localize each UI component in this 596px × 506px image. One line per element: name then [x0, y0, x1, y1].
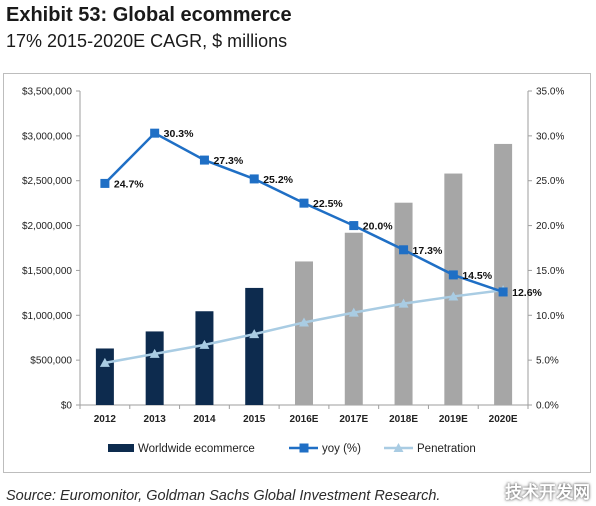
right-tick-label: 25.0% [536, 176, 564, 187]
penetration-point [249, 329, 260, 339]
legend-swatch-worldwide-ecommerce [108, 444, 134, 452]
penetration-point [398, 298, 409, 308]
penetration-point [199, 339, 210, 349]
x-tick-label: 2019E [439, 414, 468, 425]
x-tick-label: 2014 [193, 414, 216, 425]
bar-worldwide-ecommerce [195, 311, 214, 405]
x-tick-label: 2015 [243, 414, 266, 425]
left-tick-label: $2,500,000 [22, 176, 72, 187]
yoy-point [448, 270, 458, 280]
penetration-point [149, 348, 160, 358]
yoy-data-label: 25.2% [263, 174, 293, 186]
left-tick-label: $0 [61, 401, 73, 412]
left-tick-label: $1,500,000 [22, 266, 72, 277]
bar-worldwide-ecommerce [245, 287, 264, 405]
bar-worldwide-ecommerce [95, 348, 114, 405]
yoy-point [249, 174, 259, 184]
legend-label-yoy: yoy (%) [322, 443, 361, 455]
yoy-data-label: 27.3% [213, 155, 243, 167]
left-tick-label: $2,000,000 [22, 221, 72, 232]
left-tick-label: $3,000,000 [22, 131, 72, 142]
left-tick-label: $1,000,000 [22, 311, 72, 322]
yoy-data-label: 24.7% [114, 178, 144, 190]
bar-worldwide-ecommerce [145, 331, 164, 405]
legend-marker-yoy [299, 443, 309, 453]
bar-worldwide-ecommerce [344, 232, 363, 405]
right-tick-label: 30.0% [536, 131, 564, 142]
yoy-data-label: 12.6% [512, 287, 542, 299]
bar-worldwide-ecommerce [444, 173, 463, 405]
chart-frame [3, 73, 591, 473]
watermark: 技术开发网 [505, 483, 590, 503]
legend-marker-penetration [393, 443, 404, 452]
x-tick-label: 2020E [489, 414, 518, 425]
yoy-point [100, 178, 110, 188]
right-tick-label: 10.0% [536, 311, 564, 322]
yoy-data-label: 30.3% [164, 128, 194, 140]
yoy-point [399, 245, 409, 255]
x-tick-label: 2017E [339, 414, 368, 425]
yoy-data-label: 17.3% [413, 245, 443, 257]
bar-worldwide-ecommerce [295, 261, 313, 405]
x-tick-label: 2016E [290, 414, 319, 425]
yoy-point [498, 287, 508, 297]
yoy-data-label: 20.0% [363, 221, 393, 233]
x-tick-label: 2012 [94, 414, 117, 425]
source-note: Source: Euromonitor, Goldman Sachs Globa… [6, 488, 441, 504]
penetration-point [99, 357, 110, 367]
x-tick-label: 2018E [389, 414, 418, 425]
yoy-point [299, 198, 309, 208]
bar-worldwide-ecommerce [494, 143, 513, 405]
right-tick-label: 5.0% [536, 356, 559, 367]
legend-label-worldwide-ecommerce: Worldwide ecommerce [138, 443, 255, 455]
right-tick-label: 20.0% [536, 221, 564, 232]
penetration-point [348, 307, 359, 317]
penetration-point [299, 317, 309, 327]
yoy-point [150, 128, 160, 138]
yoy-point [349, 221, 359, 231]
legend-label-penetration: Penetration [417, 443, 476, 455]
right-tick-label: 15.0% [536, 266, 564, 277]
chart-subtitle: 17% 2015-2020E CAGR, $ millions [6, 31, 288, 51]
penetration-point [448, 291, 459, 301]
left-tick-label: $3,500,000 [22, 87, 72, 98]
right-tick-label: 35.0% [536, 87, 564, 98]
yoy-data-label: 14.5% [462, 270, 492, 282]
right-tick-label: 0.0% [536, 401, 559, 412]
left-tick-label: $500,000 [30, 356, 72, 367]
x-tick-label: 2013 [144, 414, 167, 425]
yoy-point [199, 155, 209, 165]
yoy-data-label: 22.5% [313, 198, 343, 210]
chart-title: Exhibit 53: Global ecommerce [6, 4, 292, 26]
